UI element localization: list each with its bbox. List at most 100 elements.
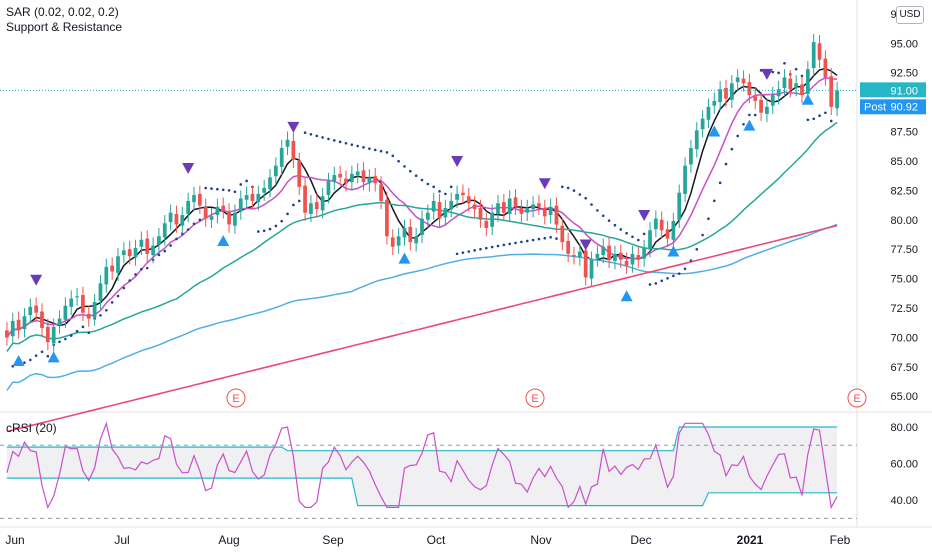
candle-body[interactable] <box>519 208 524 214</box>
candle-body[interactable] <box>560 225 565 243</box>
candle-body[interactable] <box>133 248 138 258</box>
candle-body[interactable] <box>157 236 161 245</box>
earnings-label[interactable]: E <box>531 393 538 405</box>
candle-body[interactable] <box>420 218 424 236</box>
candle-body[interactable] <box>648 230 652 250</box>
candle-body[interactable] <box>554 205 559 225</box>
candle-body[interactable] <box>753 96 758 101</box>
candle-body[interactable] <box>385 199 389 237</box>
candle-body[interactable] <box>174 213 179 225</box>
candle-body[interactable] <box>741 78 746 84</box>
candle-body[interactable] <box>642 248 647 259</box>
candle-body[interactable] <box>513 197 518 207</box>
support-marker[interactable] <box>667 245 680 257</box>
support-marker[interactable] <box>708 125 721 137</box>
candle-body[interactable] <box>437 202 442 219</box>
candle-body[interactable] <box>379 184 383 201</box>
candle-body[interactable] <box>425 212 430 220</box>
candle-body[interactable] <box>215 206 220 216</box>
earnings-label[interactable]: E <box>232 393 239 405</box>
support-marker[interactable] <box>12 354 25 366</box>
earnings-marker[interactable] <box>847 388 867 408</box>
candle-body[interactable] <box>683 165 687 194</box>
indicator-legend[interactable]: SAR (0.02, 0.02, 0.2) Support & Resistan… <box>6 5 122 35</box>
candle-body[interactable] <box>823 58 828 78</box>
candle-body[interactable] <box>525 208 530 213</box>
resistance-marker[interactable] <box>538 178 551 190</box>
candle-body[interactable] <box>607 245 611 260</box>
candle-body[interactable] <box>361 170 366 183</box>
candle-body[interactable] <box>613 253 617 261</box>
candle-body[interactable] <box>817 43 822 60</box>
candle-body[interactable] <box>414 236 419 244</box>
candle-body[interactable] <box>835 90 839 108</box>
candle-body[interactable] <box>338 173 343 178</box>
candle-body[interactable] <box>355 171 360 176</box>
candle-body[interactable] <box>759 99 763 113</box>
resistance-marker[interactable] <box>30 274 43 286</box>
candle-body[interactable] <box>221 205 226 211</box>
candle-body[interactable] <box>431 200 436 212</box>
candle-body[interactable] <box>238 198 243 212</box>
candle-body[interactable] <box>309 203 313 214</box>
candle-body[interactable] <box>40 311 44 328</box>
candle-body[interactable] <box>5 330 9 338</box>
candle-body[interactable] <box>572 255 576 257</box>
candle-body[interactable] <box>677 192 682 220</box>
candle-body[interactable] <box>110 265 115 272</box>
candle-body[interactable] <box>22 316 27 330</box>
candle-body[interactable] <box>285 139 290 147</box>
candle-body[interactable] <box>618 252 623 260</box>
sr-legend-label[interactable]: Support & Resistance <box>6 20 123 34</box>
support-marker[interactable] <box>47 351 60 363</box>
candle-body[interactable] <box>244 195 249 200</box>
candle-body[interactable] <box>653 218 658 230</box>
candle-body[interactable] <box>583 250 588 278</box>
candle-body[interactable] <box>168 212 173 223</box>
candle-body[interactable] <box>98 283 103 301</box>
candle-body[interactable] <box>303 185 307 213</box>
candle-body[interactable] <box>496 203 500 214</box>
candle-body[interactable] <box>402 228 407 238</box>
candle-body[interactable] <box>659 219 664 231</box>
candle-body[interactable] <box>805 69 810 94</box>
candle-body[interactable] <box>712 100 717 106</box>
candle-body[interactable] <box>16 319 21 331</box>
candle-body[interactable] <box>28 306 33 316</box>
support-marker[interactable] <box>801 93 814 105</box>
earnings-label[interactable]: E <box>853 393 860 405</box>
candle-body[interactable] <box>794 83 799 88</box>
candle-body[interactable] <box>373 176 378 184</box>
candle-body[interactable] <box>51 326 56 344</box>
candle-body[interactable] <box>735 77 740 83</box>
candle-body[interactable] <box>630 253 635 265</box>
candle-body[interactable] <box>262 188 267 193</box>
support-marker[interactable] <box>217 234 230 246</box>
earnings-marker[interactable] <box>525 388 545 408</box>
candle-body[interactable] <box>86 313 91 319</box>
candle-body[interactable] <box>566 240 571 254</box>
candle-body[interactable] <box>349 173 354 183</box>
crsi-legend-label[interactable]: cRSI (20) <box>6 421 57 435</box>
candle-body[interactable] <box>75 296 79 298</box>
support-marker[interactable] <box>620 290 633 302</box>
candle-body[interactable] <box>665 229 670 239</box>
candle-body[interactable] <box>127 249 132 257</box>
candle-body[interactable] <box>694 130 699 150</box>
candle-body[interactable] <box>209 216 214 220</box>
candle-body[interactable] <box>595 253 600 259</box>
resistance-marker[interactable] <box>638 210 651 222</box>
candle-body[interactable] <box>484 220 489 228</box>
support-marker[interactable] <box>743 119 756 131</box>
candle-body[interactable] <box>729 83 734 100</box>
candle-body[interactable] <box>116 256 120 273</box>
support-marker[interactable] <box>398 252 411 264</box>
candle-body[interactable] <box>408 226 413 243</box>
candle-body[interactable] <box>501 202 506 213</box>
resistance-marker[interactable] <box>579 239 592 251</box>
candle-body[interactable] <box>326 180 331 196</box>
candle-body[interactable] <box>186 200 191 214</box>
candle-body[interactable] <box>367 177 372 184</box>
candle-body[interactable] <box>256 193 261 203</box>
